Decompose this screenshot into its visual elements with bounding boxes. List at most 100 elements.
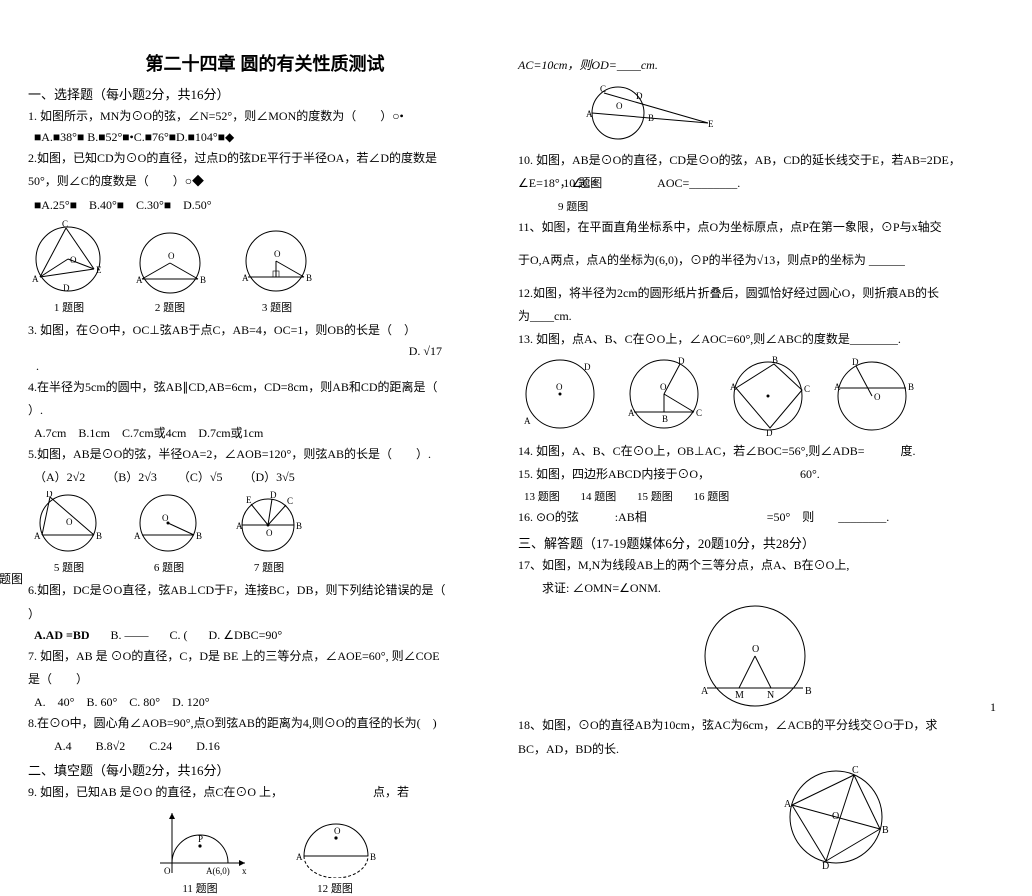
svg-text:D: D xyxy=(852,357,859,367)
q18-line1: 18、如图，⊙O的直径AB为10cm，弦AC为6cm，∠ACB的平分线交⊙O于D… xyxy=(518,716,992,735)
figure-row-1: AC EO D 1 题图 AB O 2 题图 xyxy=(28,219,502,315)
fig-cap-1: 1 题图 xyxy=(28,299,110,315)
coord-diagram-11: P O A(6,0) x xyxy=(150,808,250,878)
svg-text:B: B xyxy=(96,531,102,541)
svg-text:A: A xyxy=(136,275,143,285)
svg-text:A: A xyxy=(524,416,531,426)
q6b: ） xyxy=(28,605,502,624)
svg-text:O: O xyxy=(66,517,73,527)
fig-cap-5: 5 题图 xyxy=(28,559,110,575)
svg-text:E: E xyxy=(708,119,714,129)
fig-q14: AC OB D xyxy=(622,356,708,436)
fig-q7: AB O ED C 7 题图 xyxy=(228,491,310,575)
fig-q13: O A D xyxy=(518,356,604,436)
circle-diagram-9-10: AC DO BE xyxy=(578,81,718,145)
circle-diagram-3: AB O xyxy=(230,227,324,297)
svg-text:O: O xyxy=(832,811,839,822)
svg-text:A: A xyxy=(586,109,593,119)
circle-diagram-18: AC BD O xyxy=(778,763,898,873)
svg-text:A: A xyxy=(134,531,141,541)
q6-c: C. ( xyxy=(170,628,188,642)
svg-text:O: O xyxy=(556,382,563,392)
circle-diagram-13: O A D xyxy=(518,356,604,436)
fig-q17: AM NB O xyxy=(675,602,835,712)
circle-diagram-16: AB DO xyxy=(830,356,916,436)
q14b: 15. 如图，四边形ABCD内接于⊙O， 60°. xyxy=(518,467,820,481)
q6-options: A.AD =BD B. —— C. ( D. ∠DBC=90° xyxy=(34,628,502,643)
q7-line2: 是（ ） xyxy=(28,670,502,689)
svg-text:D: D xyxy=(270,491,277,500)
q6: 6.如图，DC是⊙O直径，弦AB⊥CD于F，连接BC，DB，则下列结论错误的是（ xyxy=(28,581,502,600)
svg-text:C: C xyxy=(287,496,293,506)
fig-q15: AB CD xyxy=(726,356,812,436)
svg-text:O: O xyxy=(334,826,341,836)
q2-options: ■A.25°■ B.40°■ C.30°■ D.50° xyxy=(34,196,502,213)
fig-cap-12: 12 题图 xyxy=(290,880,380,896)
svg-text:O: O xyxy=(616,101,623,111)
figure-row-3: P O A(6,0) x 11 题图 O AB 12 题图 xyxy=(28,808,502,896)
circle-diagram-1: AC EO D xyxy=(28,219,110,297)
svg-text:D: D xyxy=(46,491,53,499)
q17-line1: 17、如图，M,N为线段AB上的两个三等分点，点A、B在⊙O上, xyxy=(518,556,992,575)
fig-cap-11: 11 题图 xyxy=(150,880,250,896)
circle-diagram-6: AB O xyxy=(128,491,210,557)
q9: 9. 如图，已知AB 是⊙O 的直径，点C在⊙O 上， 点，若 xyxy=(28,783,502,802)
section-2-heading: 二、填空题（每小题2分，共16分） xyxy=(28,760,502,779)
q5-d: （D）3√5 xyxy=(243,470,294,484)
section-3-heading: 三、解答题（17-19题媒体6分，20题10分，共28分） xyxy=(518,533,992,552)
ac-text: AC=10cm，则OD=____cm. xyxy=(518,58,658,72)
svg-text:D: D xyxy=(636,91,643,101)
fig-q2: AB O 2 题图 xyxy=(128,227,212,315)
q10b-text: ∠E=18°，∠C= AOC=________. xyxy=(518,176,740,190)
svg-text:D: D xyxy=(63,283,70,293)
svg-text:A: A xyxy=(236,521,243,531)
q1-options: ■A.■38°■ B.■52°■•C.■76°■D.■104°■◆ xyxy=(34,130,502,145)
q1: 1. 如图所示，MN为⊙O的弦，∠N=52°，则∠MON的度数为（ ）○• xyxy=(28,107,502,126)
q2-line2: 50°，则∠C的度数是（ ）○◆ xyxy=(28,172,502,191)
q7-options: A. 40° B. 60° C. 80° D. 120° xyxy=(34,693,502,710)
svg-text:O: O xyxy=(168,251,175,261)
q7-line1: 7. 如图，AB 是 ⊙O的直径，C，D是 BE 上的三等分点，∠AOE=60°… xyxy=(28,647,502,666)
cap14: 14 题图 xyxy=(581,491,617,503)
q8-options: A.4 B.8√2 C.24 D.16 xyxy=(54,737,502,754)
svg-text:O: O xyxy=(266,528,273,538)
fig-q1: AC EO D 1 题图 xyxy=(28,219,110,315)
q12-line2: 为____cm. xyxy=(518,307,992,326)
fig-cap-9: 9 题图 xyxy=(558,198,992,214)
svg-text:C: C xyxy=(600,84,606,94)
svg-text:E: E xyxy=(96,265,102,275)
q6-a: A.AD =BD xyxy=(34,628,90,642)
svg-text:B: B xyxy=(296,521,302,531)
svg-text:D: D xyxy=(678,356,685,366)
svg-text:B: B xyxy=(370,852,376,862)
svg-text:D: D xyxy=(584,362,591,372)
q16: 16. ⊙O的弦 :AB相 =50° 则 ________. xyxy=(518,508,992,527)
svg-text:A: A xyxy=(730,382,737,392)
fig-q18: AC BD O xyxy=(778,763,898,873)
svg-text:A: A xyxy=(628,408,635,418)
side-label-3: 3 题图 xyxy=(0,570,23,587)
q6-d: D. ∠DBC=90° xyxy=(209,628,283,642)
fig-q6: AB O 6 题图 xyxy=(128,491,210,575)
q12-line1: 12.如图，将半径为2cm的圆形纸片折叠后，圆弧恰好经过圆心O，则折痕AB的长 xyxy=(518,284,992,303)
svg-text:D: D xyxy=(766,428,773,436)
q4-line2: ）. xyxy=(28,401,502,420)
cap15: 15 题图 xyxy=(637,491,673,503)
fig-q16: AB DO xyxy=(830,356,916,436)
svg-text:C: C xyxy=(804,384,810,394)
figure-row-2: A B D O 5 题图 AB O 6 题图 xyxy=(28,491,502,575)
svg-text:A(6,0): A(6,0) xyxy=(206,866,230,876)
q4-line1: 4.在半径为5cm的圆中，弦AB∥CD,AB=6cm，CD=8cm，则AB和CD… xyxy=(28,378,502,397)
circle-diagram-7: AB O ED C xyxy=(228,491,310,557)
svg-text:x: x xyxy=(242,866,247,876)
q5-a: （A）2√2 xyxy=(34,470,85,484)
q11-line2: 于O,A两点，点A的坐标为(6,0)，⊙P的半径为√13，则点P的坐标为 ___… xyxy=(518,251,992,270)
svg-text:B: B xyxy=(908,382,914,392)
fig-q12: O AB 12 题图 xyxy=(290,808,380,896)
circle-diagram-2: AB O xyxy=(128,227,212,297)
q5-options: （A）2√2 （B）2√3 （C）√5 （D）3√5 xyxy=(34,468,502,485)
q3-dot: . xyxy=(36,359,502,374)
svg-text:A: A xyxy=(242,273,249,283)
fig-q3: AB O 3 题图 xyxy=(230,227,324,315)
q2-line1: 2.如图，已知CD为⊙O的直径，过点D的弦DE平行于半径OA，若∠D的度数是 xyxy=(28,149,502,168)
